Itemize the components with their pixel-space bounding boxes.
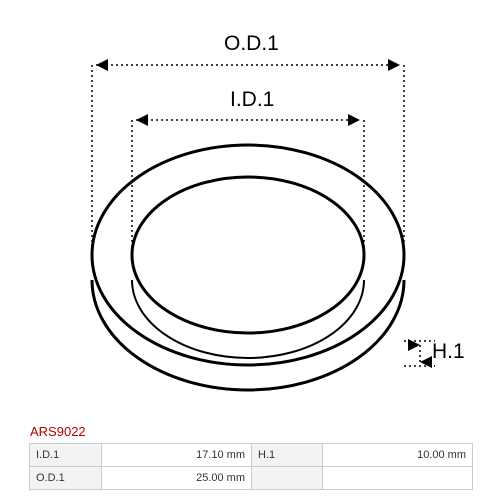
table-row: I.D.1 17.10 mm H.1 10.00 mm: [30, 444, 473, 467]
label-id1: I.D.1: [230, 88, 274, 112]
label-od1: O.D.1: [224, 32, 279, 56]
part-number: ARS9022: [30, 424, 86, 439]
table-row: O.D.1 25.00 mm: [30, 467, 473, 490]
cell-key: I.D.1: [30, 444, 102, 467]
cell-key: [252, 467, 323, 490]
cell-key: H.1: [252, 444, 323, 467]
ring-diagram: [0, 0, 500, 420]
cell-key: O.D.1: [30, 467, 102, 490]
label-h1: H.1: [432, 340, 465, 364]
spec-table: I.D.1 17.10 mm H.1 10.00 mm O.D.1 25.00 …: [29, 443, 473, 490]
cell-value: 17.10 mm: [101, 444, 251, 467]
page: O.D.1 I.D.1 H.1 ARS9022 I.D.1 17.10 mm H…: [0, 0, 500, 500]
cell-value: 10.00 mm: [322, 444, 472, 467]
cell-value: 25.00 mm: [101, 467, 251, 490]
cell-value: [322, 467, 472, 490]
